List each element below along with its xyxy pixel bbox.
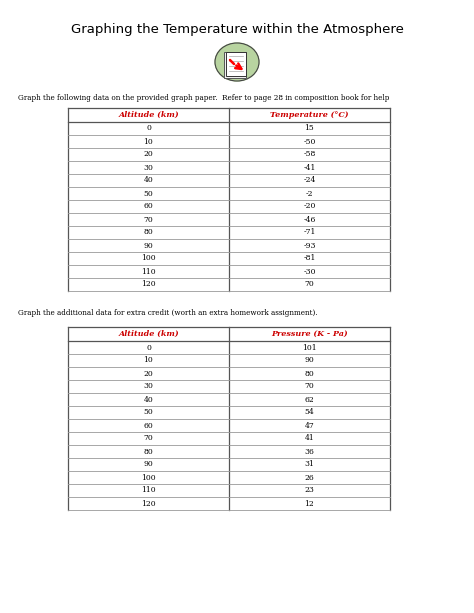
Text: 80: 80 <box>144 229 154 237</box>
Text: 110: 110 <box>141 487 156 495</box>
Text: Pressure (K - Pa): Pressure (K - Pa) <box>271 330 348 338</box>
Text: 50: 50 <box>144 189 154 197</box>
Text: 20: 20 <box>144 151 154 159</box>
Text: 23: 23 <box>305 487 314 495</box>
Text: -41: -41 <box>303 164 316 172</box>
Text: -93: -93 <box>303 242 316 249</box>
Text: 62: 62 <box>305 395 314 403</box>
Text: 30: 30 <box>144 164 154 172</box>
Text: 70: 70 <box>144 216 154 224</box>
Text: 80: 80 <box>144 447 154 455</box>
Text: 20: 20 <box>144 370 154 378</box>
Text: Altitude (km): Altitude (km) <box>118 111 179 119</box>
Text: 100: 100 <box>141 254 156 262</box>
Text: 90: 90 <box>144 460 154 468</box>
Text: -50: -50 <box>303 137 316 145</box>
Text: 60: 60 <box>144 422 154 430</box>
Text: 0: 0 <box>146 343 151 351</box>
Text: 120: 120 <box>141 281 156 289</box>
Text: 0: 0 <box>146 124 151 132</box>
Text: 90: 90 <box>305 357 314 365</box>
Text: 101: 101 <box>302 343 317 351</box>
Text: 60: 60 <box>144 202 154 210</box>
Text: 41: 41 <box>305 435 314 443</box>
Text: 36: 36 <box>305 447 314 455</box>
Text: 50: 50 <box>144 408 154 416</box>
Text: 12: 12 <box>305 500 314 508</box>
Text: 40: 40 <box>144 395 154 403</box>
Text: Graph the additional data for extra credit (worth an extra homework assignment).: Graph the additional data for extra cred… <box>18 309 318 317</box>
FancyBboxPatch shape <box>226 52 246 76</box>
Text: Temperature (°C): Temperature (°C) <box>270 111 349 119</box>
Text: 100: 100 <box>141 473 156 481</box>
Text: 80: 80 <box>305 370 314 378</box>
Text: 70: 70 <box>305 383 314 390</box>
Text: -2: -2 <box>306 189 313 197</box>
Text: 26: 26 <box>305 473 314 481</box>
Text: -20: -20 <box>303 202 316 210</box>
Ellipse shape <box>215 43 259 81</box>
Text: -24: -24 <box>303 177 316 185</box>
Text: -58: -58 <box>303 151 316 159</box>
Text: 30: 30 <box>144 383 154 390</box>
Text: 90: 90 <box>144 242 154 249</box>
Text: 10: 10 <box>144 357 154 365</box>
Text: 54: 54 <box>305 408 314 416</box>
Text: -46: -46 <box>303 216 316 224</box>
Text: Graph the following data on the provided graph paper.  Refer to page 28 in compo: Graph the following data on the provided… <box>18 94 389 102</box>
Text: 70: 70 <box>144 435 154 443</box>
Text: -30: -30 <box>303 267 316 275</box>
FancyBboxPatch shape <box>224 52 246 78</box>
Text: 15: 15 <box>305 124 314 132</box>
Text: -71: -71 <box>303 229 316 237</box>
Text: 70: 70 <box>305 281 314 289</box>
Text: Graphing the Temperature within the Atmosphere: Graphing the Temperature within the Atmo… <box>71 23 403 37</box>
Text: 10: 10 <box>144 137 154 145</box>
Text: 31: 31 <box>305 460 314 468</box>
Text: -81: -81 <box>303 254 316 262</box>
Text: 120: 120 <box>141 500 156 508</box>
Text: 47: 47 <box>305 422 314 430</box>
Text: Altitude (km): Altitude (km) <box>118 330 179 338</box>
Text: 110: 110 <box>141 267 156 275</box>
Text: 40: 40 <box>144 177 154 185</box>
